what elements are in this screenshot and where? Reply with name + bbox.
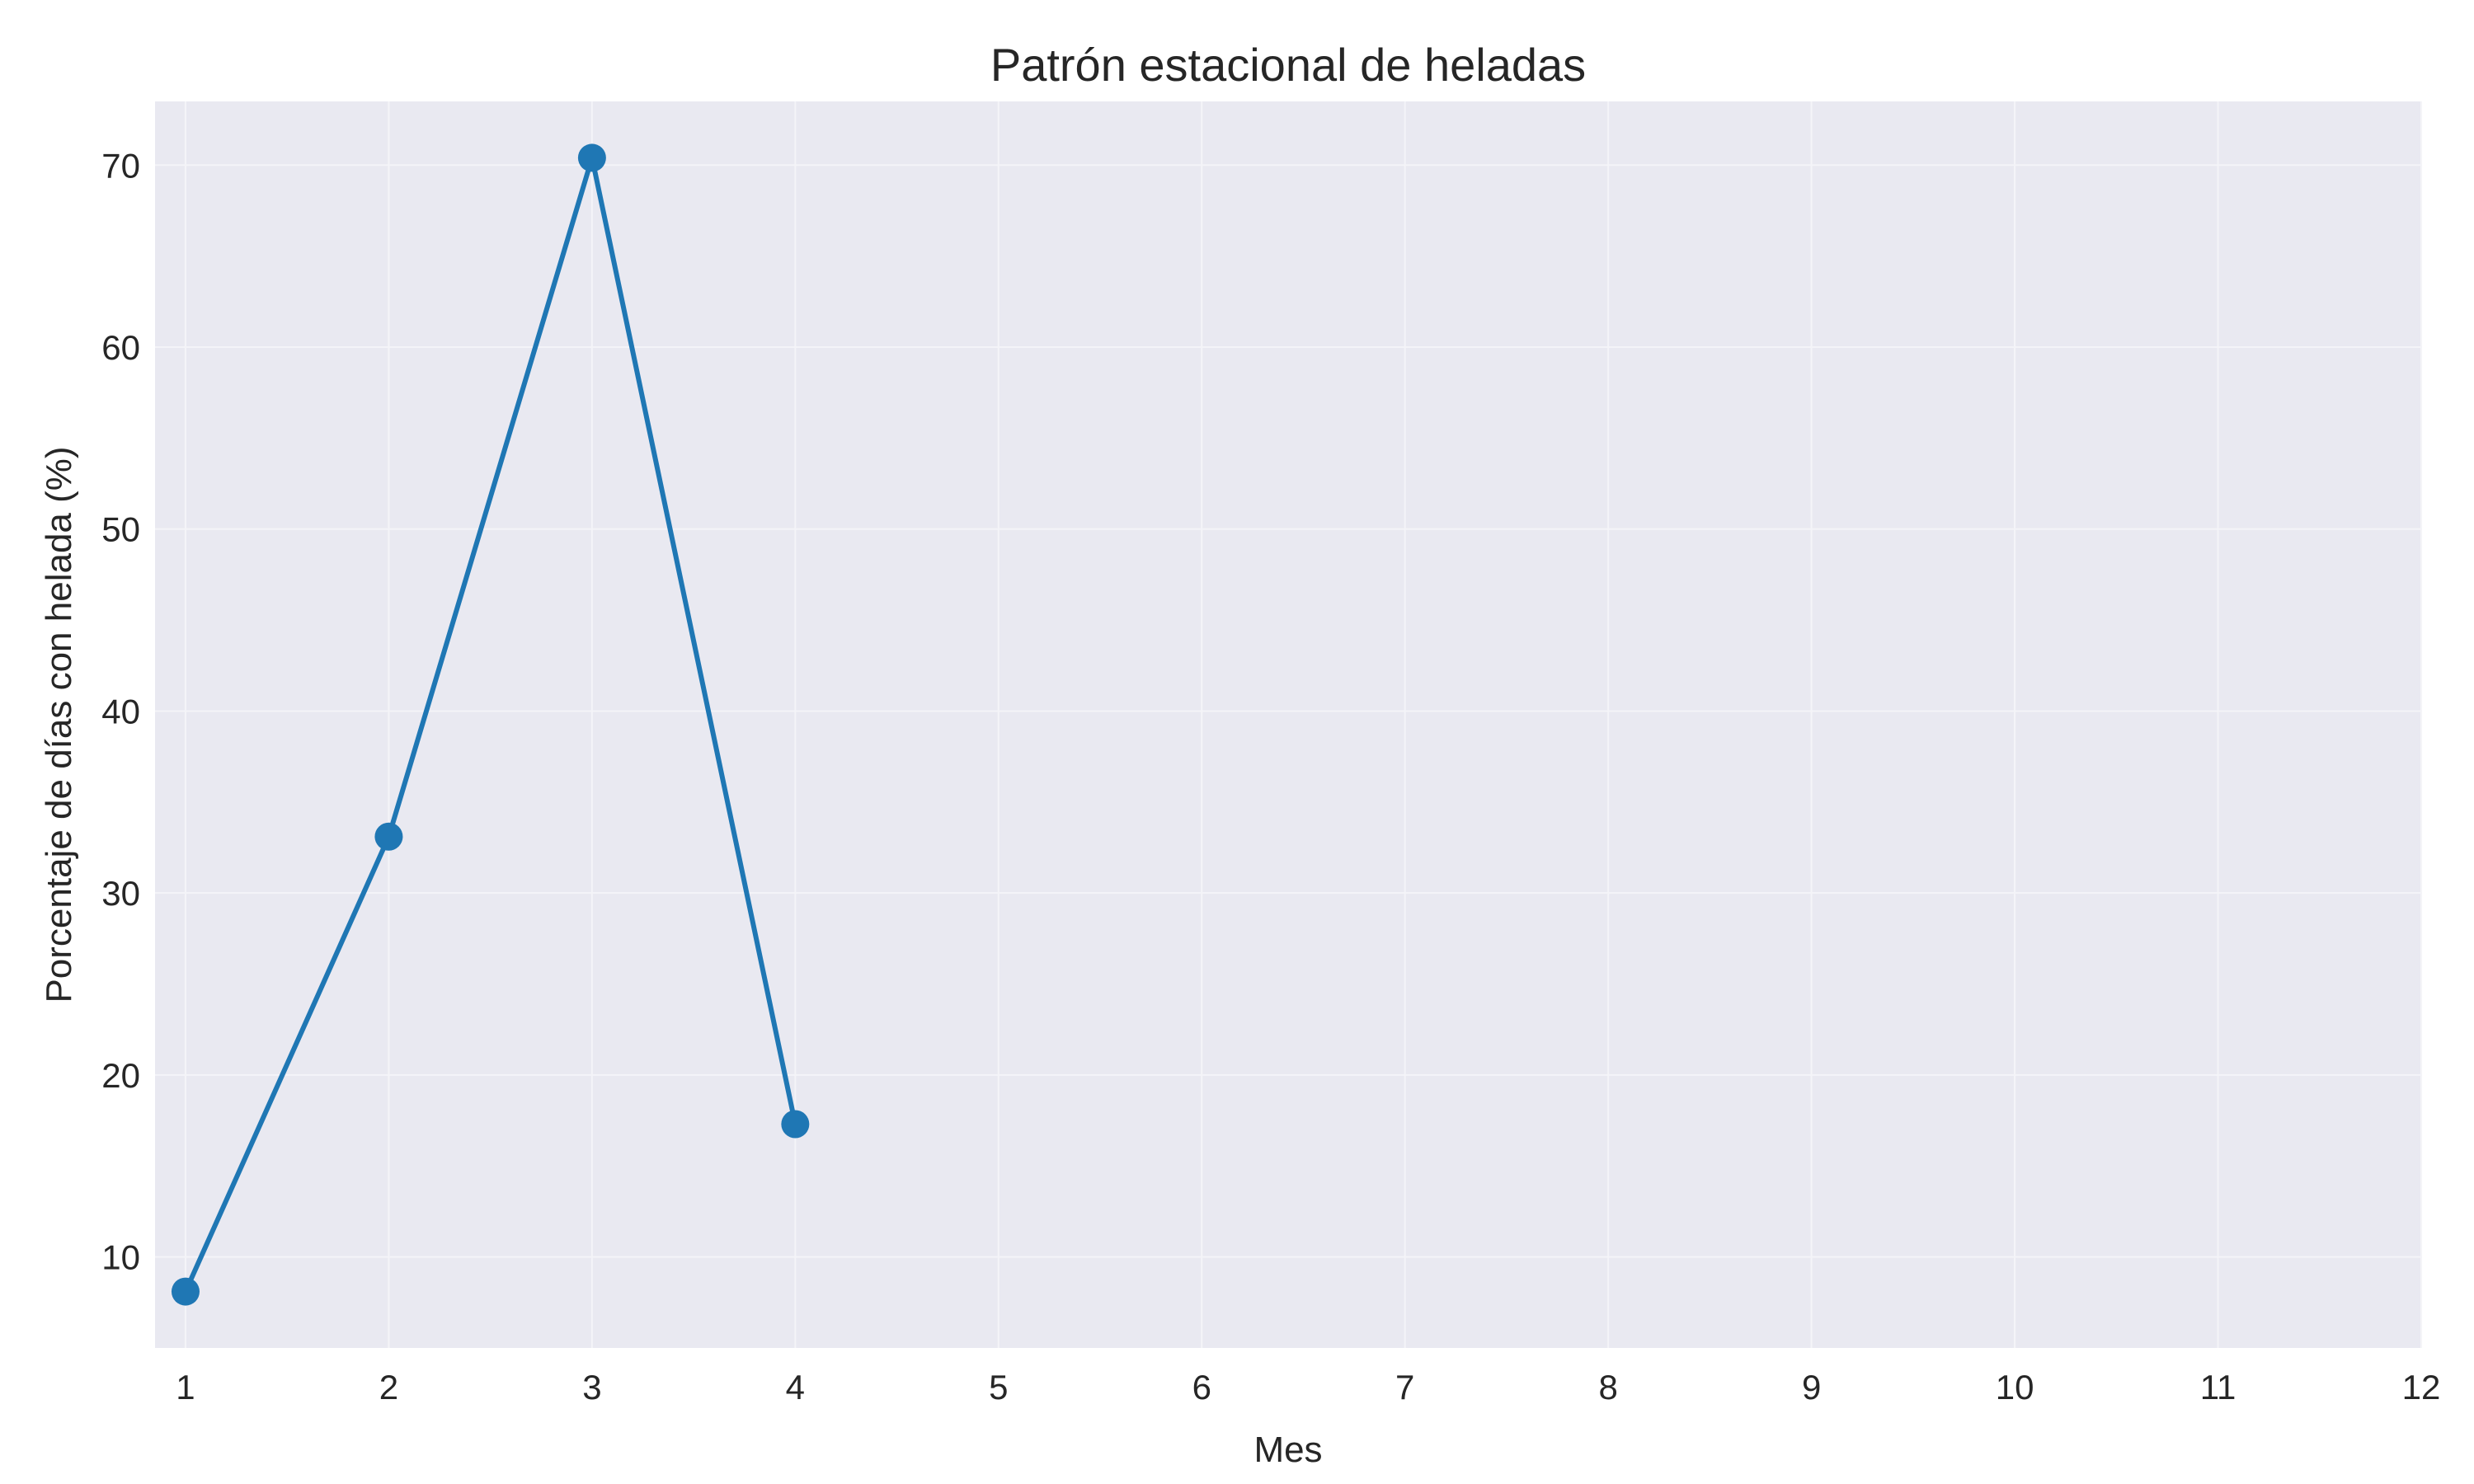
x-tick-label: 10 [1996, 1368, 2034, 1407]
x-tick-label: 1 [176, 1368, 195, 1407]
y-tick-label: 70 [101, 146, 140, 185]
x-tick-label: 8 [1598, 1368, 1617, 1407]
y-tick-label: 40 [101, 692, 140, 730]
x-axis-label: Mes [1253, 1430, 1322, 1470]
x-tick-label: 2 [379, 1368, 398, 1407]
grid [155, 101, 2422, 1348]
x-tick-label: 6 [1192, 1368, 1211, 1407]
y-tick-label: 20 [101, 1056, 140, 1095]
data-point [781, 1110, 810, 1139]
data-point [171, 1277, 200, 1306]
x-tick-label: 11 [2200, 1368, 2236, 1407]
x-tick-label: 5 [989, 1368, 1008, 1407]
chart-title: Patrón estacional de heladas [990, 39, 1586, 91]
series-line [182, 155, 798, 1294]
series-layer [171, 143, 810, 1306]
y-tick-label: 60 [101, 328, 140, 367]
data-point [374, 822, 403, 851]
x-tick-label: 4 [786, 1368, 805, 1407]
x-tick-label: 9 [1802, 1368, 1821, 1407]
x-tick-label: 7 [1395, 1368, 1414, 1407]
y-axis-label: Porcentaje de días con helada (%) [39, 446, 79, 1003]
x-tick-label: 12 [2402, 1368, 2441, 1407]
x-tick-label: 3 [582, 1368, 601, 1407]
y-tick-label: 10 [101, 1238, 140, 1277]
data-point [577, 143, 606, 172]
y-tick-label: 50 [101, 510, 140, 549]
y-tick-label: 30 [101, 874, 140, 913]
plot-area [155, 101, 2421, 1348]
